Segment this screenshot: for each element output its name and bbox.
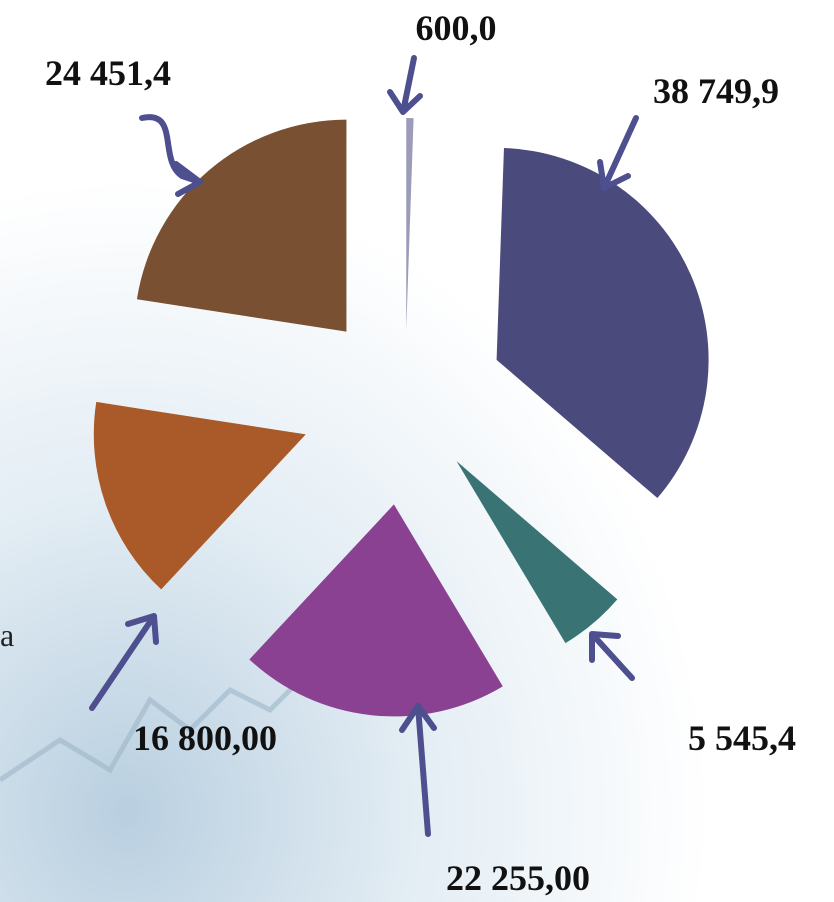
pie-slice bbox=[406, 118, 414, 331]
data-label: 5 545,4 bbox=[688, 718, 796, 758]
data-label: 38 749,9 bbox=[653, 71, 779, 111]
pie-slice bbox=[249, 504, 503, 717]
arrow bbox=[139, 114, 203, 197]
arrow bbox=[589, 631, 635, 681]
labels: 600,0 38 749,9 5 545,4 22 255,00 16 800,00 24… bbox=[45, 8, 796, 898]
pie-slice bbox=[136, 119, 347, 332]
pie-slice bbox=[456, 461, 618, 644]
arrow bbox=[387, 55, 423, 115]
arrow bbox=[399, 703, 437, 837]
arrows bbox=[89, 55, 639, 837]
pie bbox=[93, 118, 709, 717]
pie-slice bbox=[496, 147, 709, 499]
data-label: 24 451,4 bbox=[45, 53, 171, 93]
pie-slice bbox=[93, 401, 306, 590]
data-label: 600,0 bbox=[416, 8, 497, 48]
arrow bbox=[597, 115, 639, 191]
decor-line bbox=[0, 678, 302, 783]
data-label: 22 255,00 bbox=[446, 858, 590, 898]
data-label: 16 800,00 bbox=[133, 718, 277, 758]
side-text: a bbox=[0, 617, 14, 653]
arrow bbox=[89, 613, 159, 711]
